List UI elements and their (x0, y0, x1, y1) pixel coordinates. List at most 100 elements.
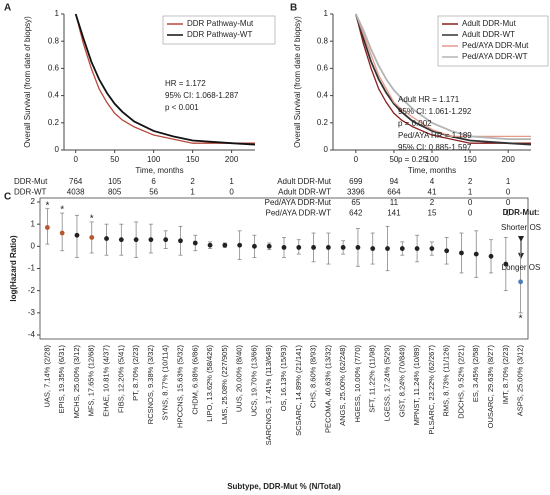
risk-count: 11 (390, 198, 399, 207)
category-label: GIST, 8.24% (70/849) (397, 345, 406, 418)
legend-label: Adult DDR-Mut (462, 19, 517, 28)
category-label: PLSARC, 23.22% (62/267) (427, 345, 436, 435)
category-label: EHAE, 10.81% (4/37) (102, 345, 111, 417)
category-label: OS, 16.13% (15/93) (279, 345, 288, 412)
legend-label: Shorter OS (501, 223, 541, 232)
point (44, 225, 50, 230)
risk-count: 2 (430, 198, 435, 207)
category-label: SCSARC, 14.89% (21/141) (294, 345, 303, 436)
risk-count: 65 (351, 198, 360, 207)
y-tick-label: 0 (55, 145, 60, 154)
risk-count: 3396 (347, 188, 365, 197)
y-tick-label: 0.8 (48, 36, 60, 45)
category-label: DDCHS, 9.52% (2/21) (456, 345, 465, 419)
y-tick-label: -4 (28, 330, 36, 339)
risk-count: 699 (349, 177, 363, 186)
risk-count: 0 (506, 209, 511, 218)
point (192, 240, 198, 246)
point (178, 238, 183, 244)
annotation: 95% CI: 0.885-1.597 (398, 143, 472, 152)
category-label: HGESS, 10.00% (7/70) (353, 345, 362, 423)
point (148, 237, 154, 243)
point (325, 245, 331, 250)
category-label: ANGS, 25.00% (62/248) (338, 345, 347, 426)
y-tick-label: 0.6 (317, 64, 329, 73)
point (429, 246, 435, 251)
x-tick-label: 100 (147, 155, 161, 164)
category-label: CHS, 8.60% (8/93) (309, 345, 318, 408)
risk-row-name: DDR-WT (14, 188, 47, 197)
y-tick-label: 1 (324, 9, 329, 18)
panel-letter: A (4, 3, 11, 14)
category-label: UAS, 7.14% (2/28) (42, 344, 51, 407)
x-tick-label: 150 (186, 155, 200, 164)
risk-count: 0 (229, 188, 234, 197)
category-label: SYNS, 8.77% (10/114) (161, 345, 170, 421)
point (459, 250, 464, 256)
y-tick-label: 0.8 (317, 36, 329, 45)
y-tick-label: 1 (31, 219, 36, 228)
category-label: LGESS, 17.24% (5/29) (382, 345, 391, 422)
x-tick-label: 0 (354, 155, 359, 164)
point (340, 245, 346, 250)
significance-star: * (60, 205, 64, 216)
y-tick-label: -2 (28, 286, 36, 295)
risk-count: 0 (506, 188, 511, 197)
legend-label: Ped/AYA DDR-Mut (462, 41, 529, 50)
risk-row-name: Adult DDR-WT (278, 188, 331, 197)
point (296, 245, 302, 250)
point (163, 237, 169, 243)
y-tick-label: 0.6 (48, 64, 60, 73)
point (488, 253, 494, 259)
point (266, 243, 272, 249)
significance-star: * (45, 200, 49, 211)
x-axis-label: Time, months (408, 166, 456, 175)
point (74, 232, 80, 238)
point (370, 246, 376, 251)
category-label: MCHS, 25.00% (3/12) (72, 345, 81, 419)
x-tick-label: 200 (225, 155, 239, 164)
risk-count: 2 (190, 177, 195, 186)
risk-count: 4 (430, 177, 435, 186)
risk-count: 642 (349, 209, 363, 218)
risk-count: 764 (69, 177, 83, 186)
category-label: UUS, 20.00% (8/40) (235, 345, 244, 413)
category-label: ES, 3.45% (2/58) (471, 345, 480, 403)
panel-letter: B (290, 3, 297, 14)
risk-count: 2 (468, 177, 473, 186)
annotation: p < 0.001 (165, 103, 199, 112)
risk-count: 664 (387, 188, 401, 197)
risk-row-name: Ped/AYA DDR-WT (266, 209, 332, 218)
point (207, 242, 213, 248)
category-label: MFS, 17.65% (12/68) (87, 345, 96, 417)
plot-frame (39, 197, 529, 340)
x-axis-label: Time, months (135, 166, 183, 175)
category-label: FIBS, 12.20% (5/41) (116, 345, 125, 413)
risk-count: 105 (108, 177, 122, 186)
point (89, 235, 95, 240)
annotation: Adult HR = 1.171 (398, 95, 460, 104)
risk-row-name: Adult DDR-Mut (277, 177, 332, 186)
category-label: EPIS, 19.35% (6/31) (57, 345, 66, 414)
category-label: MPNST, 11.24% (10/89) (412, 345, 421, 426)
risk-count: 4038 (67, 188, 85, 197)
risk-count: 1 (190, 188, 195, 197)
survival-curve (74, 13, 256, 146)
point (237, 242, 243, 248)
y-tick-label: 0.4 (317, 91, 329, 100)
risk-count: 1 (229, 177, 234, 186)
risk-count: 141 (387, 209, 401, 218)
annotation: 95% CI: 1.068-1.287 (165, 91, 239, 100)
y-axis-label: log(Hazard Ratio) (9, 235, 18, 302)
point (473, 251, 479, 257)
risk-count: 56 (149, 188, 158, 197)
annotation: p = 0.25 (398, 155, 428, 164)
y-tick-label: -1 (28, 264, 36, 273)
legend-label: Adult DDR-WT (462, 30, 515, 39)
point (399, 246, 405, 251)
risk-count: 1 (506, 177, 511, 186)
x-tick-label: 100 (425, 155, 439, 164)
y-tick-label: 0.2 (48, 118, 60, 127)
legend-label: Ped/AYA DDR-WT (462, 52, 528, 61)
